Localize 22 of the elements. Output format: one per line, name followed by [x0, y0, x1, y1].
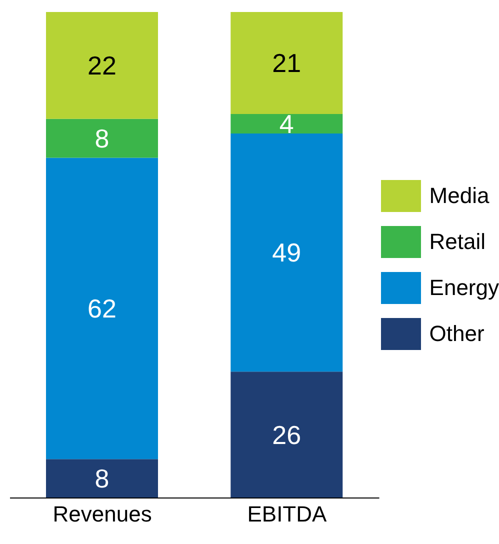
- legend-label: Energy: [429, 275, 499, 301]
- bar: [46, 158, 158, 460]
- x-tick-label: EBITDA: [247, 502, 328, 527]
- data-label: 8: [94, 123, 110, 154]
- bar: [230, 12, 343, 114]
- data-label: 8: [94, 464, 110, 494]
- data-label: 62: [88, 294, 116, 324]
- data-label: 26: [272, 420, 302, 450]
- data-label: 4: [279, 108, 294, 139]
- x-tick-label: Revenues: [52, 502, 152, 527]
- bar: [230, 114, 343, 134]
- bar: [230, 372, 343, 498]
- data-label: 49: [272, 238, 302, 268]
- data-label: 21: [272, 48, 302, 78]
- legend-label: Retail: [429, 229, 486, 255]
- bar: [46, 12, 158, 119]
- legend-label: Media: [429, 183, 490, 209]
- bar: [46, 459, 158, 498]
- data-label: 22: [88, 50, 116, 81]
- bar: [46, 118, 158, 158]
- legend-label: Other: [429, 321, 484, 347]
- bar: [230, 134, 343, 372]
